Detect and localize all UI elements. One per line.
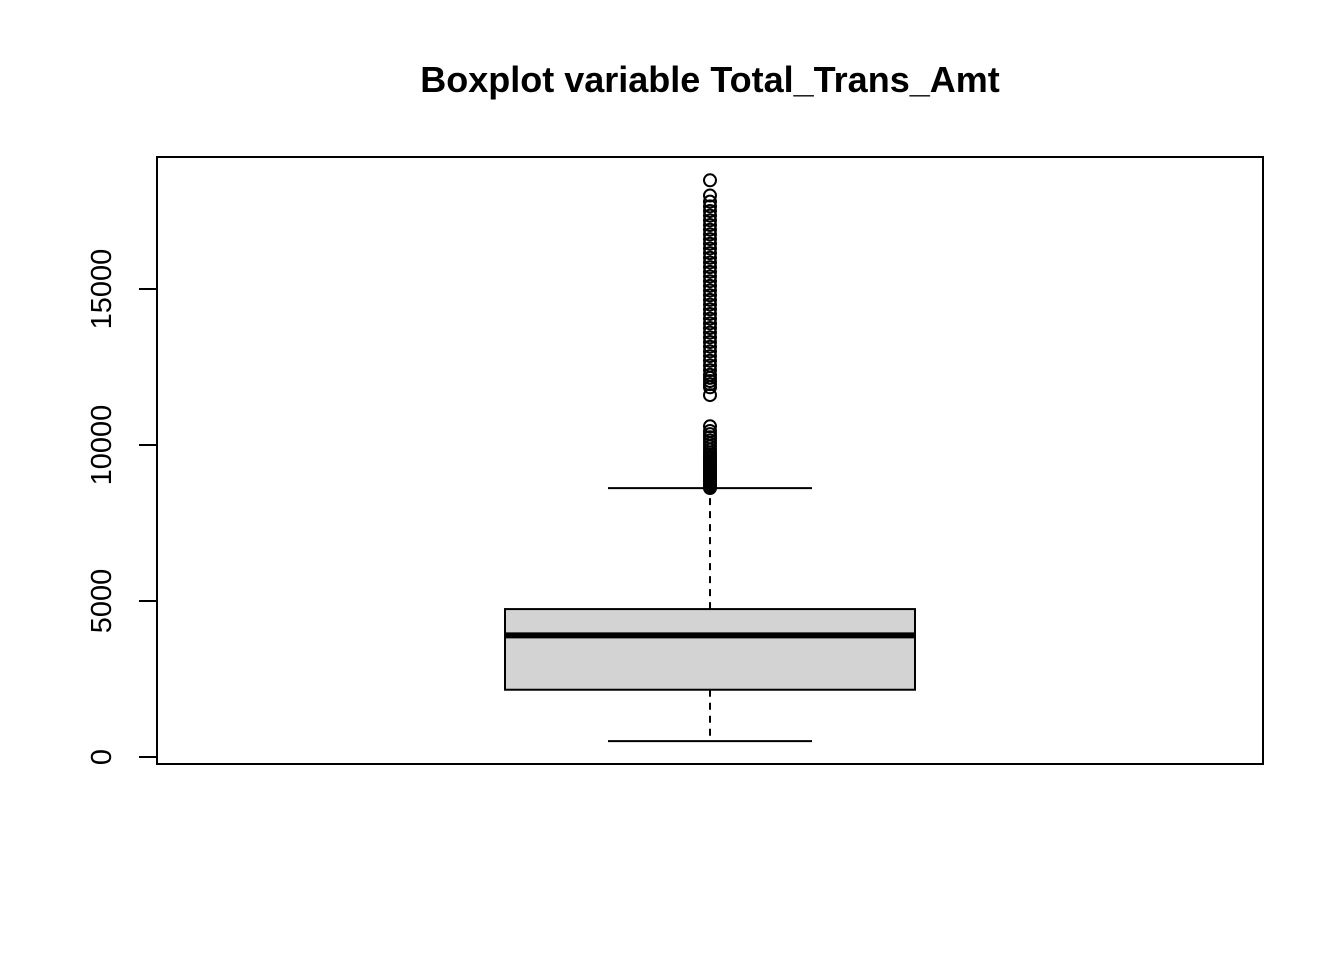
outlier-point — [703, 335, 717, 350]
outlier-point — [703, 388, 717, 403]
outlier-point — [703, 278, 717, 293]
outlier-point — [703, 302, 717, 317]
y-tick-label: 0 — [86, 749, 118, 765]
outlier-point — [703, 260, 717, 275]
outlier-point — [703, 188, 717, 203]
outlier-point — [703, 367, 717, 382]
y-tick-label: 10000 — [86, 405, 118, 486]
outlier-point — [703, 274, 717, 289]
outlier-point — [703, 264, 717, 279]
iqr-box — [504, 608, 916, 691]
outlier-point — [703, 321, 717, 335]
outlier-point — [703, 218, 717, 233]
outlier-point — [703, 255, 717, 270]
outlier-point — [703, 297, 717, 312]
outlier-point — [703, 213, 717, 228]
y-tick-label: 5000 — [86, 569, 118, 634]
outlier-point — [703, 339, 717, 354]
outlier-point — [703, 423, 717, 438]
outlier-point — [703, 363, 717, 378]
outlier-point — [703, 250, 717, 265]
outlier-group — [703, 173, 717, 496]
outlier-point — [703, 325, 717, 340]
outlier-point — [703, 288, 717, 303]
outlier-point — [703, 204, 717, 218]
outlier-point — [703, 306, 717, 321]
outlier-point — [703, 232, 717, 247]
y-axis: 0 5000 10000 15000 — [86, 249, 158, 765]
outlier-point — [703, 353, 717, 368]
outlier-point — [703, 222, 717, 237]
outlier-point — [703, 316, 717, 331]
y-tick-label: 15000 — [86, 249, 118, 330]
outlier-point — [703, 419, 717, 434]
outlier-point — [703, 227, 717, 242]
chart-title: Boxplot variable Total_Trans_Amt — [420, 59, 999, 100]
outlier-point — [703, 358, 717, 373]
outlier-point — [703, 199, 717, 214]
outlier-point — [703, 292, 717, 307]
outlier-point — [703, 349, 717, 364]
boxplot-group — [504, 487, 916, 743]
outlier-point — [703, 246, 717, 261]
outlier-point — [703, 269, 717, 284]
outlier-point — [703, 330, 717, 345]
outlier-point — [703, 344, 717, 359]
outlier-point — [703, 194, 717, 209]
outlier-point — [703, 283, 717, 298]
outlier-point — [703, 311, 717, 326]
outlier-point — [703, 236, 717, 251]
outlier-point — [703, 208, 717, 223]
outlier-point — [703, 241, 717, 256]
outlier-point — [703, 173, 717, 188]
